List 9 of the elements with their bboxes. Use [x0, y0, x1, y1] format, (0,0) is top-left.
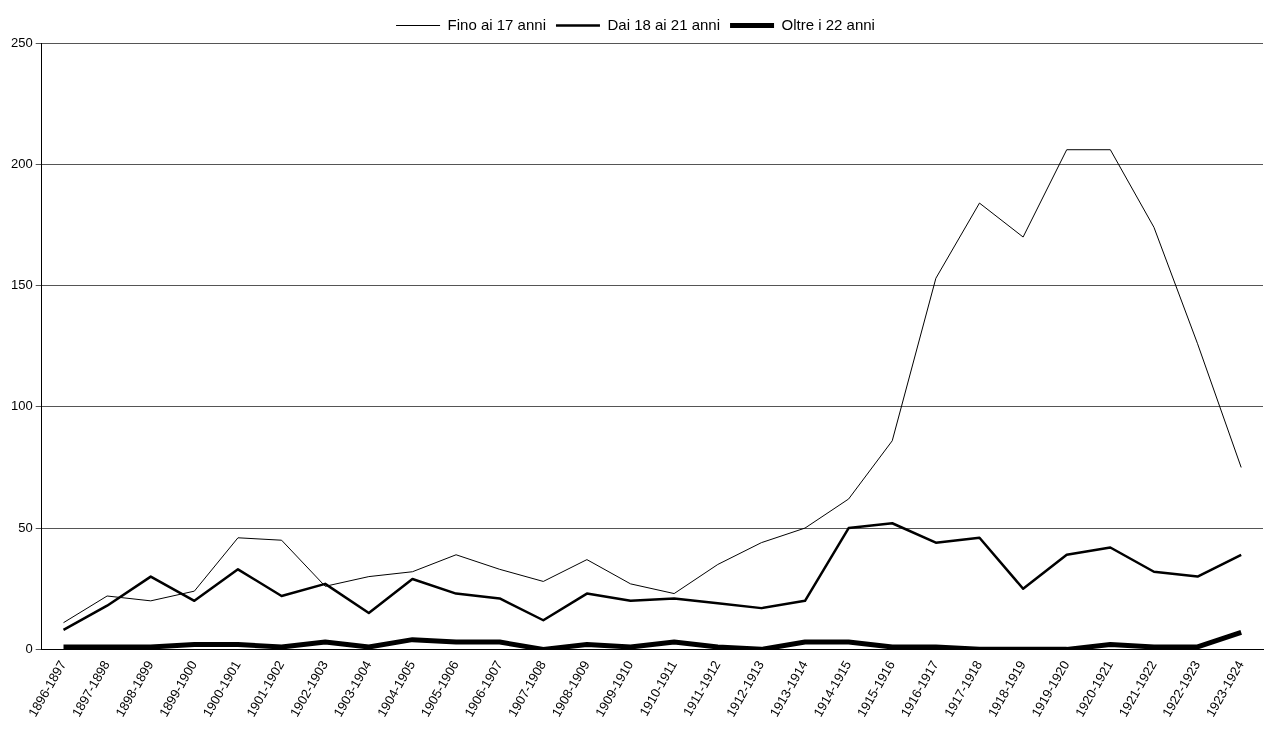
y-tick-label: 150	[10, 277, 33, 293]
legend-label: Fino ai 17 anni	[447, 15, 546, 33]
y-tick-label: 0	[25, 640, 33, 656]
legend-label: Oltre i 22 anni	[781, 15, 875, 33]
y-tick-label: 50	[18, 519, 33, 535]
y-tick-label: 200	[10, 155, 33, 171]
legend-label: Dai 18 ai 21 anni	[607, 15, 721, 33]
y-tick-label: 100	[10, 398, 33, 414]
y-tick-label: 250	[10, 34, 33, 50]
